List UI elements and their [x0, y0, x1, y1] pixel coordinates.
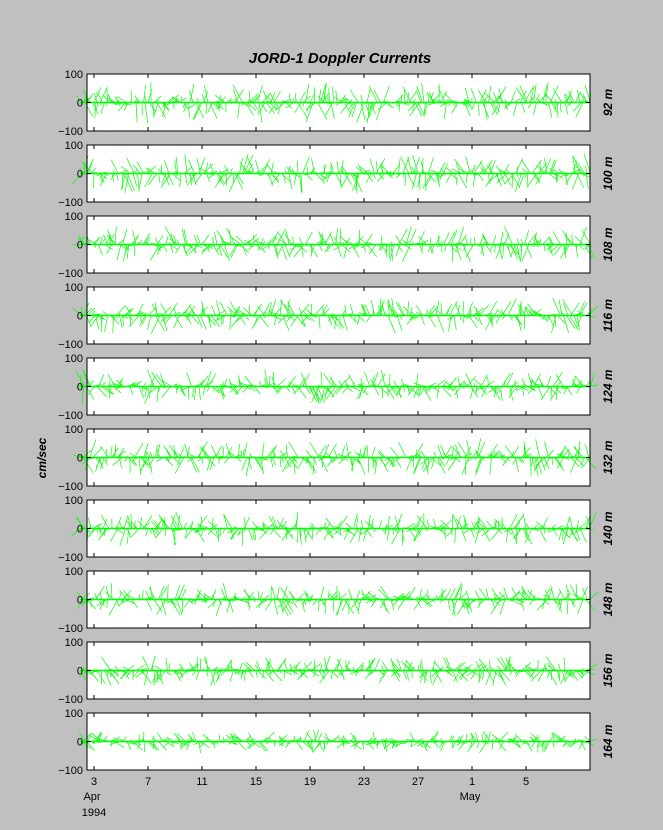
y-tick-label: 100 — [65, 353, 83, 365]
x-tick-label: 23 — [358, 776, 370, 788]
panel-4: 100 0 −100 124 m — [58, 353, 615, 422]
panel-1: 100 0 −100 100 m — [58, 140, 615, 209]
y-tick-label: −100 — [58, 197, 83, 209]
series-sticks-8 — [78, 655, 597, 687]
y-tick-label: 100 — [65, 637, 83, 649]
y-tick-label: 0 — [77, 524, 83, 536]
y-tick-label: 100 — [65, 566, 83, 578]
y-tick-label: −100 — [58, 126, 83, 138]
y-tick-label: 0 — [77, 311, 83, 323]
y-tick-label: 0 — [77, 737, 83, 749]
x-tick-label: 3 — [91, 776, 97, 788]
panel-3: 100 0 −100 116 m — [58, 282, 615, 351]
x-tick-label: 1 — [469, 776, 475, 788]
y-tick-label: −100 — [58, 268, 83, 280]
month-label: May — [460, 791, 481, 803]
series-sticks-4 — [74, 369, 599, 404]
y-tick-label: 0 — [77, 98, 83, 110]
y-tick-label: 0 — [77, 595, 83, 607]
x-tick-label: 15 — [250, 776, 262, 788]
panel-9: 100 0 −100 164 m — [58, 708, 615, 777]
y-tick-label: 100 — [65, 282, 83, 294]
panel-8: 100 0 −100 156 m — [58, 637, 615, 706]
x-tick-label: 11 — [196, 776, 207, 788]
series-label: 148 m — [601, 582, 615, 616]
x-tick-label: 7 — [145, 776, 151, 788]
series-label: 156 m — [601, 653, 615, 687]
chart-title: JORD-1 Doppler Currents — [249, 50, 432, 67]
series-label: 140 m — [601, 511, 615, 545]
panel-7: 100 0 −100 148 m — [58, 566, 615, 635]
series-label: 100 m — [601, 156, 615, 190]
series-label: 108 m — [601, 227, 615, 261]
series-label: 124 m — [601, 369, 615, 403]
y-tick-label: 100 — [65, 708, 83, 720]
y-tick-label: −100 — [58, 623, 83, 635]
y-tick-label: 0 — [77, 666, 83, 678]
y-tick-label: 100 — [65, 211, 83, 223]
series-label: 132 m — [601, 440, 615, 474]
month-label: Apr — [83, 791, 100, 803]
y-tick-label: 0 — [77, 453, 83, 465]
y-tick-label: −100 — [58, 694, 83, 706]
x-tick-label: 27 — [412, 776, 424, 788]
panel-6: 100 0 −100 140 m — [58, 495, 615, 564]
y-tick-label: 0 — [77, 169, 83, 181]
series-sticks-5 — [72, 438, 596, 477]
panel-5: 100 0 −100 132 m — [58, 424, 615, 493]
y-tick-label: −100 — [58, 552, 83, 564]
y-tick-label: 100 — [65, 69, 83, 81]
x-tick-label: 5 — [523, 776, 529, 788]
y-tick-label: 100 — [65, 495, 83, 507]
y-tick-label: −100 — [58, 339, 83, 351]
y-axis-label: cm/sec — [35, 437, 49, 478]
y-tick-label: 100 — [65, 424, 83, 436]
series-label: 92 m — [601, 88, 615, 116]
series-label: 116 m — [601, 299, 615, 332]
series-label: 164 m — [601, 724, 615, 758]
y-tick-label: −100 — [58, 410, 83, 422]
y-tick-label: 0 — [77, 382, 83, 394]
y-tick-label: 100 — [65, 140, 83, 152]
x-tick-label: 19 — [304, 776, 316, 788]
y-tick-label: −100 — [58, 481, 83, 493]
series-sticks-3 — [72, 297, 599, 335]
panel-2: 100 0 −100 108 m — [58, 211, 615, 280]
y-tick-label: −100 — [58, 765, 83, 777]
year-label: 1994 — [82, 807, 106, 819]
panel-0: 100 0 −100 92 m — [58, 69, 615, 138]
y-tick-label: 0 — [77, 240, 83, 252]
